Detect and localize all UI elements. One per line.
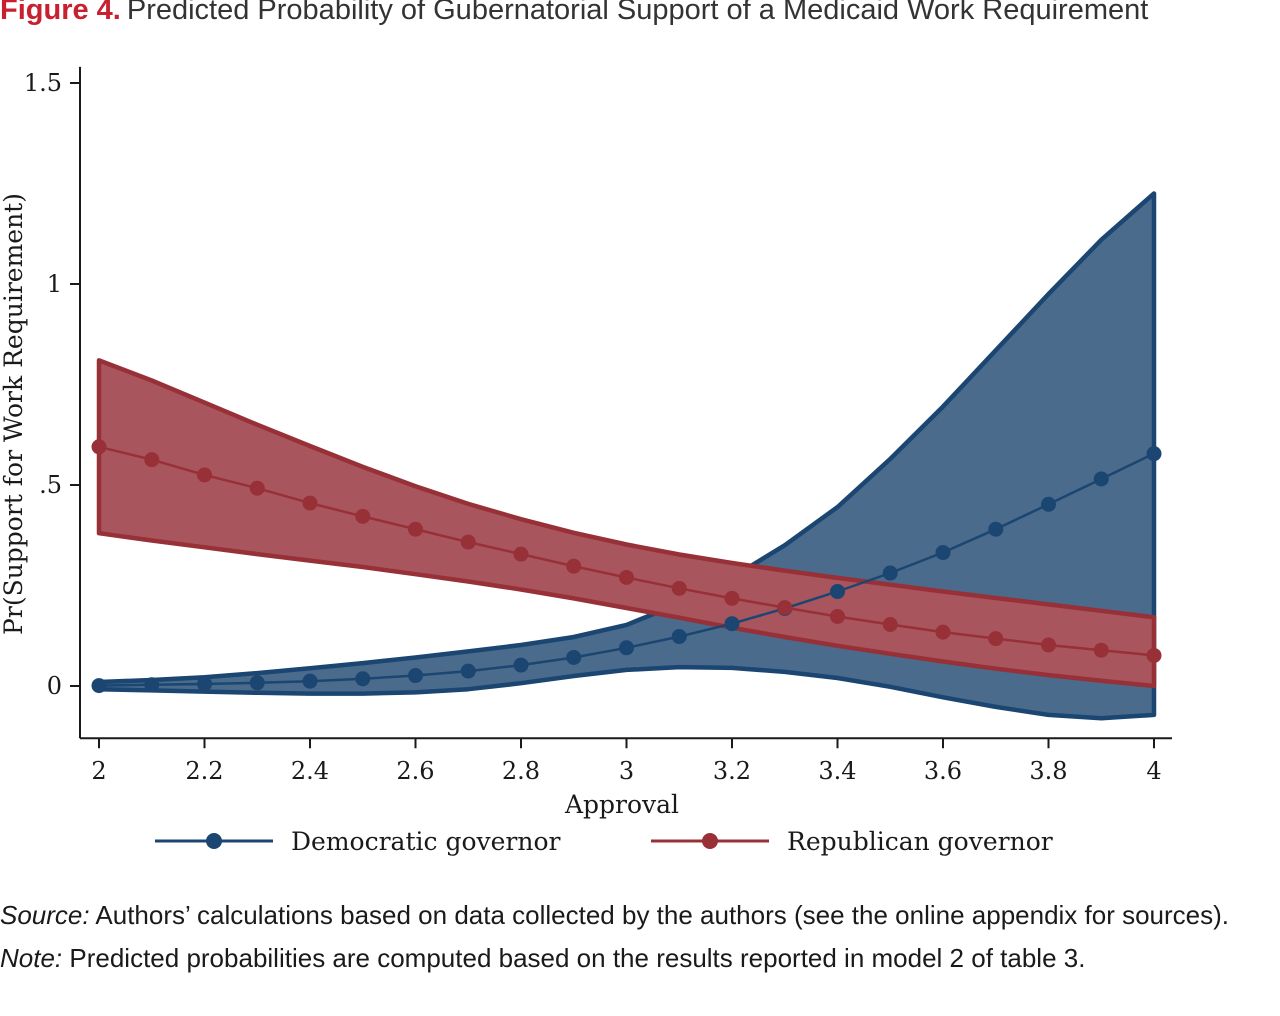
republican-governor-legend-marker [702, 833, 718, 849]
republican-governor-point [91, 439, 107, 455]
predicted-probability-chart: 2 2.2 2.4 2.6 2.8 3 3.2 3.4 3.6 3.8 4 0 .5 1 1.5 Appro… [0, 66, 1172, 856]
democratic-governor-point [619, 640, 634, 656]
democratic-governor-point [1093, 471, 1109, 487]
figure-title-text: Predicted Probability of Gubernatorial S… [126, 0, 1149, 26]
republican-governor-point [302, 495, 318, 511]
republican-governor-point [671, 580, 687, 596]
source-note: Source: Authors’ calculations based on d… [0, 894, 1280, 937]
democratic-governor-point [935, 545, 951, 561]
republican-governor-point [460, 534, 476, 550]
source-label: Source: [0, 900, 90, 930]
legend: Democratic governor Republican governor [155, 827, 1053, 856]
republican-governor-legend-label: Republican governor [787, 827, 1053, 856]
figure-label: Figure 4. [0, 0, 121, 26]
republican-governor-point [882, 616, 898, 632]
y-tick-label: 1.5 [24, 69, 62, 97]
democratic-governor-point [302, 673, 318, 689]
republican-governor-point [988, 631, 1004, 647]
series-lines [91, 439, 1162, 694]
republican-governor-point [1093, 642, 1109, 658]
x-tick-label: 2.6 [396, 757, 434, 785]
x-tick-label: 2.8 [502, 757, 540, 785]
confidence-bands [96, 191, 1157, 721]
democratic-governor-legend-marker [206, 833, 222, 849]
democratic-governor-point [513, 657, 529, 673]
x-tick-label: 3.8 [1029, 757, 1067, 785]
x-tick-label: 3.6 [924, 757, 962, 785]
note-label: Note: [0, 943, 63, 973]
democratic-governor-point [566, 649, 582, 665]
republican-governor-point [619, 569, 634, 585]
democratic-governor-point [249, 675, 265, 691]
republican-governor-point [249, 480, 265, 496]
note-text: Predicted probabilities are computed bas… [62, 943, 1086, 973]
republican-governor-point [724, 590, 740, 606]
democratic-governor-legend-label: Democratic governor [291, 827, 561, 856]
republican-governor-point [777, 600, 793, 616]
republican-governor-point [935, 624, 951, 640]
x-tick-label: 2.4 [291, 757, 329, 785]
republican-governor-point [355, 508, 371, 524]
democratic-governor-point [91, 678, 107, 694]
republican-governor-point [408, 521, 423, 537]
x-tick-label: 2 [91, 757, 106, 785]
y-tick-label: 0 [47, 672, 62, 700]
source-text: Authors’ calculations based on data coll… [89, 900, 1230, 930]
democratic-governor-point [1041, 496, 1056, 512]
x-tick-label: 3 [619, 757, 634, 785]
figure-notes: Source: Authors’ calculations based on d… [0, 894, 1280, 980]
republican-governor-point [566, 558, 582, 574]
x-tick-label: 3.4 [818, 757, 856, 785]
democratic-governor-point [830, 584, 845, 600]
republican-governor-point [1041, 637, 1056, 653]
x-tick-label: 4 [1146, 757, 1161, 785]
y-tick-label: .5 [39, 471, 62, 499]
note-line: Note: Predicted probabilities are comput… [0, 937, 1280, 980]
republican-governor-ci-band [96, 358, 1157, 689]
y-tick-label: 1 [47, 270, 62, 298]
democratic-governor-point [197, 676, 212, 692]
y-axis-title: Pr(Support for Work Requirement) [0, 193, 28, 635]
axes: 2 2.2 2.4 2.6 2.8 3 3.2 3.4 3.6 3.8 4 0 .5 1 1.5 [24, 66, 1172, 785]
democratic-governor-point [408, 668, 423, 684]
democratic-governor-point [988, 521, 1004, 537]
democratic-governor-point [1146, 446, 1162, 462]
republican-governor-point [197, 467, 212, 483]
democratic-governor-point [144, 677, 160, 693]
democratic-governor-point [882, 565, 898, 581]
x-tick-label: 2.2 [185, 757, 223, 785]
x-axis-title: Approval [564, 790, 679, 819]
republican-governor-point [1146, 647, 1162, 663]
democratic-governor-point [724, 616, 740, 632]
x-tick-label: 3.2 [713, 757, 751, 785]
republican-governor-point [144, 452, 160, 468]
republican-governor-point [513, 546, 529, 562]
democratic-governor-point [671, 629, 687, 645]
figure-title: Figure 4. Predicted Probability of Gubern… [0, 0, 1148, 27]
democratic-governor-point [460, 663, 476, 679]
democratic-governor-point [355, 671, 371, 687]
republican-governor-point [830, 608, 845, 624]
